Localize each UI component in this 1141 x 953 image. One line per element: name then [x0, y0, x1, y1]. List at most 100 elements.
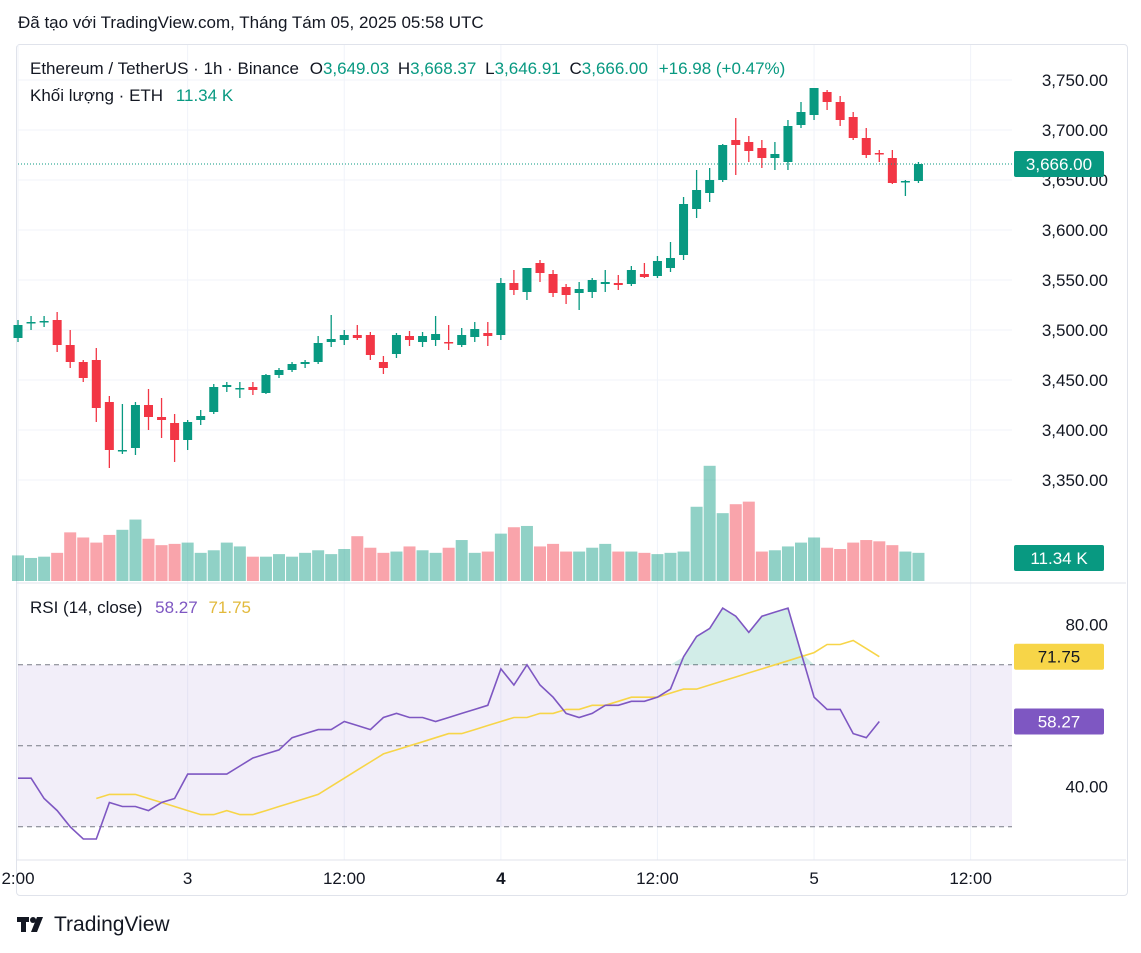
candle-body — [144, 405, 153, 417]
volume-bar — [442, 547, 455, 581]
volume-bar — [886, 545, 899, 581]
volume-bar — [716, 513, 729, 581]
rsi-tick-label: 40.00 — [1065, 777, 1108, 796]
candle-body — [757, 148, 767, 158]
candle-body — [339, 335, 349, 340]
candle-body — [809, 88, 819, 115]
rsi-tick-label: 80.00 — [1065, 615, 1108, 634]
candle-body — [692, 190, 702, 209]
tradingview-logo-icon — [17, 917, 43, 932]
time-tick-label: 4 — [496, 869, 506, 888]
volume-bar — [638, 552, 651, 581]
legend-low-label: L — [485, 59, 495, 78]
volume-bar — [795, 542, 807, 581]
volume-bar — [351, 536, 364, 581]
volume-bar — [273, 554, 285, 581]
volume-bar — [299, 552, 312, 581]
legend-close-label: C — [569, 59, 582, 78]
volume-bar — [364, 547, 377, 581]
candle-body — [91, 360, 101, 408]
volume-bar — [847, 542, 860, 581]
candle-body — [235, 388, 245, 390]
rsi-label[interactable]: RSI (14, close) — [30, 598, 143, 617]
candle-body — [26, 322, 36, 324]
volume-bar — [207, 550, 220, 581]
volume-bar — [181, 542, 194, 581]
candle-body — [274, 370, 284, 375]
volume-bar — [599, 543, 612, 581]
candle-body — [561, 287, 571, 295]
price-tick-label: 3,350.00 — [1042, 471, 1108, 490]
candle-body — [587, 280, 597, 292]
candle-body — [365, 335, 375, 355]
rsi-ma-value: 71.75 — [208, 598, 251, 617]
price-tick-label: 3,400.00 — [1042, 421, 1108, 440]
volume-bar — [547, 543, 560, 581]
candle-body — [705, 180, 715, 193]
volume-bar — [155, 545, 168, 581]
candle-body — [822, 92, 832, 102]
rsi-badge: 58.27 — [1038, 713, 1081, 732]
volume-bar — [873, 541, 886, 581]
volume-bar — [834, 549, 847, 581]
candle-body — [770, 154, 780, 158]
volume-label[interactable]: Khối lượng · ETH — [30, 86, 164, 105]
volume-bar — [338, 549, 351, 581]
price-tick-label: 3,500.00 — [1042, 321, 1108, 340]
volume-bar — [625, 551, 638, 581]
volume-bar — [390, 551, 403, 581]
candle-body — [496, 283, 506, 335]
candle-body — [548, 274, 558, 293]
tradingview-logo[interactable]: TradingView — [17, 913, 170, 937]
legend-open-label: O — [309, 59, 323, 78]
volume-bar — [860, 540, 873, 581]
legend-high-label: H — [397, 59, 411, 78]
volume-bar — [507, 527, 520, 581]
candle-body — [613, 283, 623, 285]
rsi-badge-bg — [1014, 708, 1104, 735]
volume-bar — [821, 547, 834, 581]
time-axis[interactable]: 2:00 3 12:00 4 12:00 5 12:00 — [1, 869, 991, 888]
candle-body — [183, 422, 193, 440]
volume-bar — [312, 550, 325, 581]
price-axis[interactable]: 3,750.003,700.003,650.003,600.003,550.00… — [1014, 71, 1108, 796]
candle-body — [483, 333, 493, 336]
legend-open: 3,649.03 — [322, 59, 390, 78]
candle-body — [209, 387, 219, 412]
legend-rsi: RSI (14, close) 58.27 71.75 — [30, 598, 251, 618]
volume-bar — [729, 504, 742, 581]
candle-body — [796, 112, 806, 125]
candle-body — [444, 342, 454, 344]
volume-bar — [494, 533, 507, 581]
legend-symbol[interactable]: Ethereum / TetherUS · 1h · Binance — [30, 59, 299, 78]
price-tick-label: 3,600.00 — [1042, 221, 1108, 240]
volume-bar — [64, 532, 77, 581]
time-tick-label: 12:00 — [323, 869, 366, 888]
volume-bar — [246, 556, 259, 581]
candle-body — [157, 417, 167, 420]
volume-bar — [168, 543, 181, 581]
volume-bar — [416, 550, 429, 581]
time-tick-label: 12:00 — [949, 869, 992, 888]
candle-body — [65, 345, 75, 362]
candle-body — [861, 138, 871, 155]
candle-body — [248, 387, 258, 390]
candle-body — [744, 142, 754, 151]
candle-body — [470, 329, 480, 337]
volume-bar — [220, 542, 233, 581]
volume-bar — [286, 556, 299, 581]
candle-body — [287, 364, 297, 370]
candle-body — [130, 405, 140, 448]
candle-body — [600, 282, 610, 284]
volume-bar — [781, 546, 794, 581]
volume-bar — [142, 538, 155, 581]
legend-close: 3,666.00 — [581, 59, 648, 78]
legend-change: +16.98 (+0.47%) — [658, 59, 786, 78]
volume-bar — [808, 537, 821, 581]
candle-body — [313, 343, 323, 362]
volume-bar — [586, 547, 599, 581]
volume-bar — [755, 551, 768, 581]
volume-bar — [677, 551, 690, 581]
candle-body — [39, 321, 49, 323]
